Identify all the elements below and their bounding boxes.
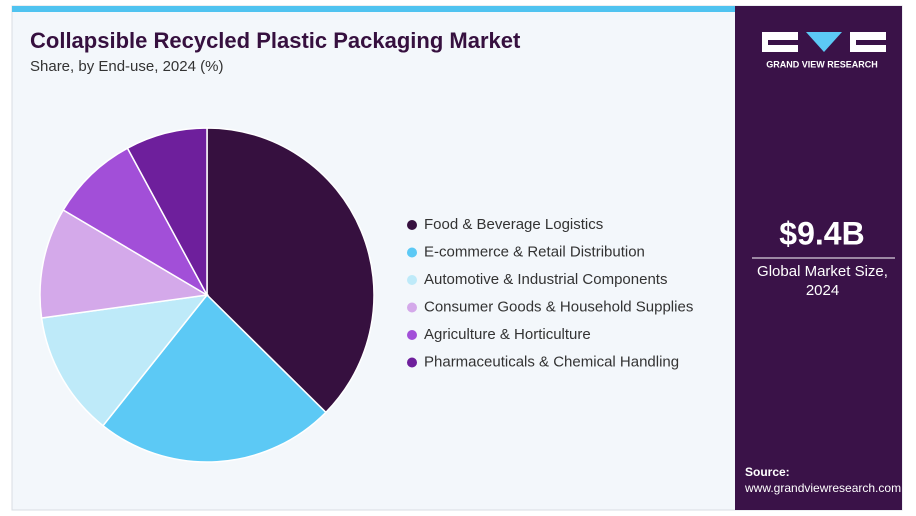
source-url: www.grandviewresearch.com — [744, 481, 901, 495]
chart-subtitle: Share, by End-use, 2024 (%) — [30, 58, 223, 75]
legend-label: Agriculture & Horticulture — [424, 326, 591, 343]
legend-label: Pharmaceuticals & Chemical Handling — [424, 353, 679, 370]
chart-title: Collapsible Recycled Plastic Packaging M… — [30, 28, 521, 53]
legend-label: E-commerce & Retail Distribution — [424, 243, 645, 260]
logo — [762, 32, 886, 52]
pie-slice — [101, 293, 327, 463]
market-size: $9.4B — [779, 215, 864, 251]
legend-marker — [407, 357, 417, 368]
legend-marker — [407, 247, 417, 258]
pie-slice — [39, 208, 210, 319]
pie-slice — [62, 147, 209, 298]
pie-slice — [206, 127, 375, 414]
top-bar — [12, 6, 735, 12]
legend-label: Automotive & Industrial Components — [424, 271, 667, 288]
pie-slice — [126, 127, 208, 296]
brand: GRAND VIEW RESEARCH — [766, 59, 878, 69]
legend-label: Food & Beverage Logistics — [424, 216, 603, 233]
legend-marker — [407, 302, 417, 313]
legend-marker — [407, 220, 417, 230]
pie-slice — [40, 293, 209, 427]
legend-label: Consumer Goods & Household Supplies — [424, 298, 693, 315]
legend-marker — [407, 330, 417, 340]
source-label: Source: — [745, 465, 790, 479]
legend-marker — [407, 275, 417, 285]
market-label-box: Global Market Size, 2024 — [757, 263, 888, 299]
market-label: Global Market Size, 2024 — [757, 263, 888, 299]
